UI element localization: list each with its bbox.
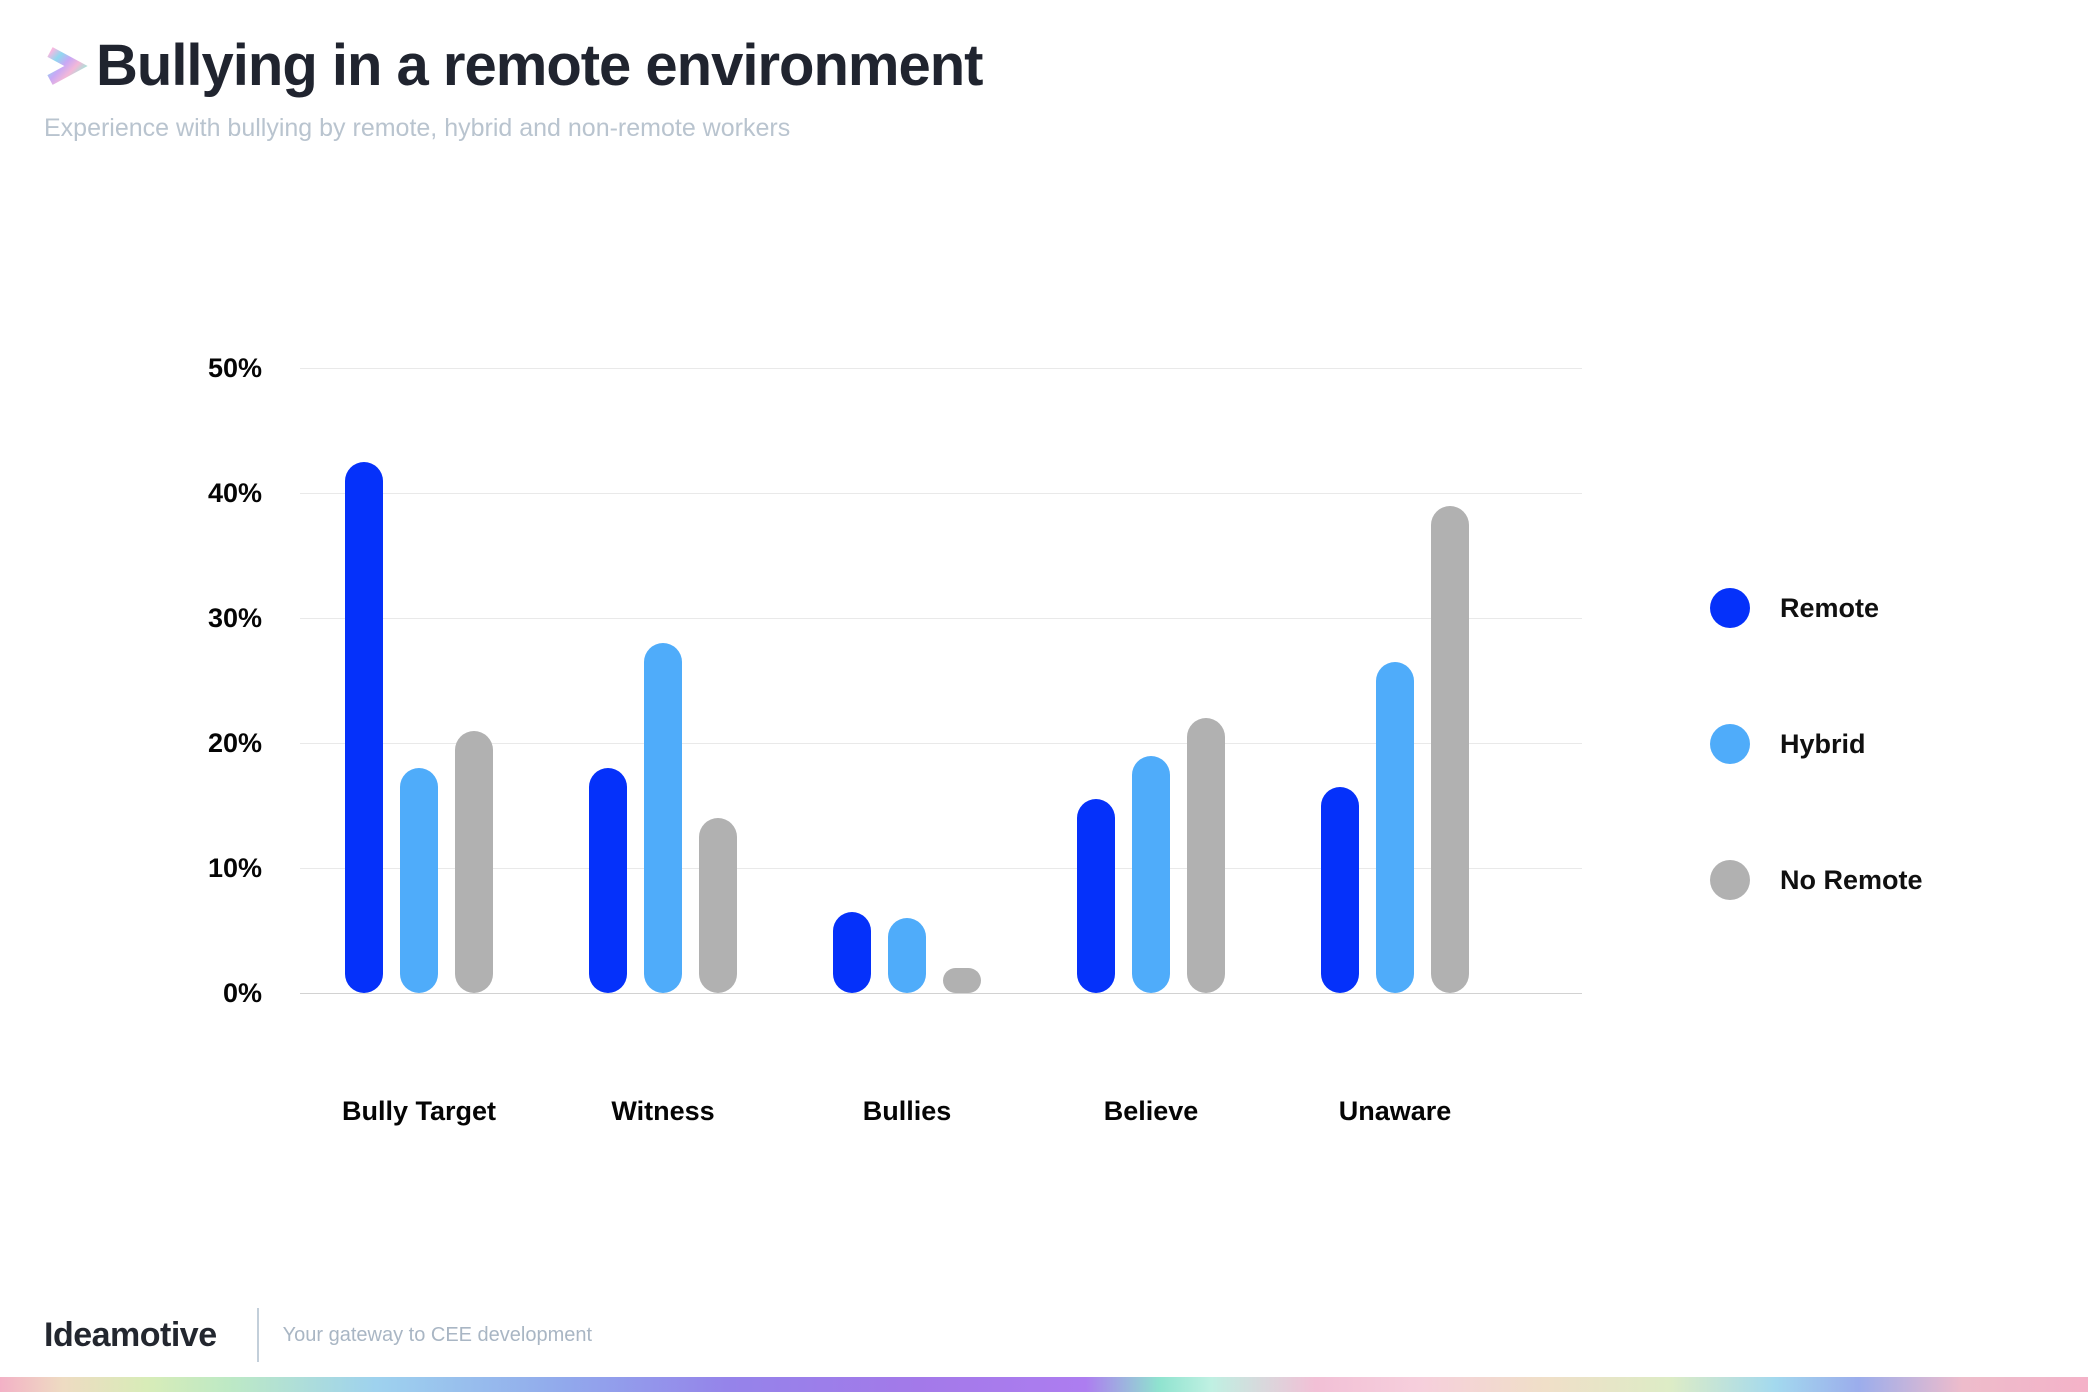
bar-chart-plot-area: 50% 40% 30% 20% 10% 0% Bully Target Witness Bull… (208, 353, 1582, 1126)
bar-hybrid-unaware (1376, 661, 1414, 993)
chart-legend: Remote Hybrid No Remote (1710, 588, 1923, 996)
bar-no-remote-unaware (1431, 505, 1469, 993)
legend-item-no-remote: No Remote (1710, 860, 1923, 900)
legend-item-hybrid: Hybrid (1710, 724, 1923, 764)
bar-group-unaware (1321, 368, 1469, 993)
legend-dot-icon (1710, 860, 1750, 900)
y-axis-tick-label: 30% (207, 603, 262, 633)
brand-logo: Ideamotive (44, 1315, 217, 1354)
page-title: Bullying in a remote environment (96, 33, 983, 98)
bar-group-bully-target (345, 368, 493, 993)
bar-remote-unaware (1321, 786, 1359, 993)
x-axis-category-label: Believe (1103, 1096, 1199, 1126)
bar-remote-bullies (833, 911, 871, 993)
footer-divider (256, 1308, 259, 1362)
bar-group-witness (589, 368, 737, 993)
bar-hybrid-believe (1132, 755, 1170, 993)
bar-group-believe (1077, 368, 1225, 993)
bar-remote-believe (1077, 799, 1115, 993)
legend-dot-icon (1710, 724, 1750, 764)
gridline-30 (300, 618, 1582, 619)
legend-item-remote: Remote (1710, 588, 1923, 628)
bar-no-remote-witness (699, 818, 737, 993)
bar-remote-witness (589, 768, 627, 993)
bar-hybrid-bully-target (400, 768, 438, 993)
gridline-20 (300, 743, 1582, 744)
gridline-10 (300, 868, 1582, 869)
header: Bullying in a remote environment (42, 33, 983, 98)
gridline-50 (300, 368, 1582, 369)
footer: Ideamotive Your gateway to CEE developme… (44, 1308, 592, 1362)
bar-no-remote-bully-target (455, 730, 493, 993)
bar-hybrid-witness (644, 643, 682, 993)
bar-remote-bully-target (345, 461, 383, 993)
legend-dot-icon (1710, 588, 1750, 628)
gridline-40 (300, 493, 1582, 494)
x-axis-category-label: Bullies (862, 1096, 952, 1126)
legend-label: Remote (1780, 592, 1880, 623)
x-axis-category-label: Bully Target (341, 1096, 497, 1126)
page-subtitle: Experience with bullying by remote, hybr… (44, 114, 791, 142)
footer-tagline: Your gateway to CEE development (282, 1323, 593, 1346)
holographic-gradient-bar (0, 1377, 2088, 1392)
y-axis-tick-label: 50% (207, 353, 262, 383)
holographic-chevron-icon (47, 47, 88, 86)
bar-hybrid-bullies (888, 918, 926, 993)
legend-label: No Remote (1780, 864, 1923, 895)
x-axis-category-label: Unaware (1338, 1096, 1452, 1126)
y-axis-tick-label: 10% (207, 853, 262, 883)
bar-group-bullies (833, 368, 981, 993)
legend-label: Hybrid (1780, 728, 1866, 759)
y-axis-tick-label: 0% (222, 978, 262, 1008)
bar-no-remote-believe (1187, 718, 1225, 993)
x-axis-category-label: Witness (611, 1096, 715, 1126)
gridline-0 (300, 993, 1582, 994)
y-axis-tick-label: 40% (207, 478, 262, 508)
y-axis-tick-label: 20% (207, 728, 262, 758)
bar-no-remote-bullies (943, 968, 981, 993)
